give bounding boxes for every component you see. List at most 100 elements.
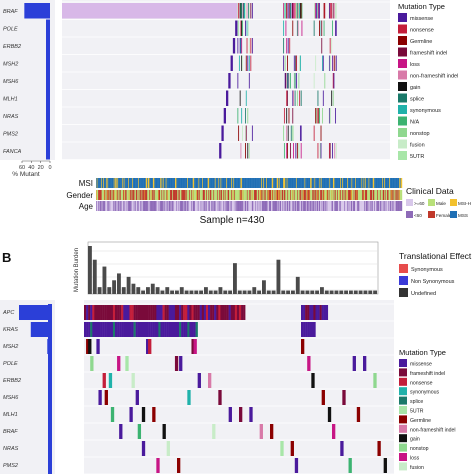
mutation-cell [285, 73, 287, 89]
mutation-cell [245, 3, 246, 19]
age-cell [347, 201, 349, 211]
mutation-cell [241, 38, 243, 54]
gender-cell [268, 190, 270, 200]
age-cell [310, 201, 312, 211]
age-cell [354, 201, 356, 211]
age-cell [197, 201, 198, 211]
msi-cell [155, 178, 157, 188]
msi-cell [390, 178, 392, 188]
age-cell [352, 201, 354, 211]
mutation-cell [237, 108, 239, 124]
msi-cell [320, 178, 322, 188]
mutation-cell [283, 3, 285, 19]
mutation-cell [303, 305, 306, 320]
gender-cell [234, 190, 236, 200]
age-cell [263, 201, 265, 211]
mutation-cell [84, 322, 87, 337]
age-cell [148, 201, 150, 211]
msi-cell [213, 178, 215, 188]
tmb-bar [117, 273, 121, 294]
msi-cell [218, 178, 220, 188]
gender-cell [296, 190, 298, 200]
tmb-bar [218, 287, 223, 294]
msi-cell [214, 178, 216, 188]
clinical-legend-swatch [450, 211, 457, 218]
mutation-cell [319, 3, 320, 19]
mutation-cell [168, 322, 171, 337]
tmb-bar [344, 290, 349, 294]
msi-cell [337, 178, 339, 188]
msi-cell [228, 178, 230, 188]
age-cell [385, 201, 387, 211]
mutation-cell [137, 322, 140, 337]
gender-cell [376, 190, 378, 200]
gender-cell [306, 190, 308, 200]
msi-cell [335, 178, 337, 188]
age-cell [343, 201, 345, 211]
msi-cell [147, 178, 149, 188]
mutation-cell [222, 305, 225, 320]
age-cell [399, 201, 401, 211]
mutation-cell [228, 407, 232, 422]
mutation-cell [356, 407, 361, 422]
mutation-cell [352, 356, 356, 371]
gender-cell [166, 190, 168, 200]
msi-cell [295, 178, 297, 188]
mutation-cell [242, 20, 243, 36]
age-cell [115, 201, 117, 211]
gender-cell [360, 190, 361, 200]
gender-cell [176, 190, 178, 200]
gene-label-braf: BRAF [3, 429, 18, 435]
gender-cell [370, 190, 372, 200]
msi-cell [206, 178, 208, 188]
age-cell [266, 201, 268, 211]
age-cell [179, 201, 181, 211]
legend-label: loss [410, 62, 420, 68]
age-cell [214, 201, 216, 211]
age-cell [118, 201, 119, 211]
gender-cell [391, 190, 393, 200]
msi-cell [153, 178, 155, 188]
msi-cell [178, 178, 180, 188]
msi-cell [192, 178, 194, 188]
mutation-cell [335, 20, 337, 36]
gender-cell [328, 190, 330, 200]
age-cell [167, 201, 169, 211]
mutation-cell [150, 305, 153, 320]
gender-cell [221, 190, 223, 200]
mutation-cell [135, 305, 138, 320]
mutation-cell [241, 305, 244, 320]
msi-cell [143, 178, 145, 188]
gender-cell [288, 190, 290, 200]
msi-cell [300, 178, 302, 188]
msi-cell [209, 178, 211, 188]
mutation-cell [332, 424, 336, 439]
msi-cell [103, 178, 105, 188]
msi-cell [342, 178, 344, 188]
gender-cell [206, 190, 208, 200]
msi-cell [401, 178, 403, 188]
age-cell [373, 201, 375, 211]
mutation-cell [158, 322, 161, 337]
translational-swatch [399, 276, 408, 285]
mutation-cell [296, 3, 298, 19]
age-cell [265, 201, 267, 211]
age-cell [182, 201, 184, 211]
gender-cell [276, 190, 277, 200]
age-cell [211, 201, 213, 211]
msi-cell [110, 178, 112, 188]
mutation-cell [174, 356, 179, 371]
age-cell [121, 201, 123, 211]
panel-a-legend: Mutation TypemissensenonsenseGermlinefra… [398, 2, 458, 160]
age-cell [156, 201, 158, 211]
age-cell [293, 201, 295, 211]
mutation-cell [307, 356, 311, 371]
gender-cell [347, 190, 349, 200]
legend-label: gain [410, 85, 420, 91]
msi-cell [308, 178, 309, 188]
msi-cell [107, 178, 109, 188]
msi-cell [364, 178, 366, 188]
mutation-cell [287, 73, 289, 89]
age-cell [127, 201, 129, 211]
mutation-cell [141, 305, 145, 320]
